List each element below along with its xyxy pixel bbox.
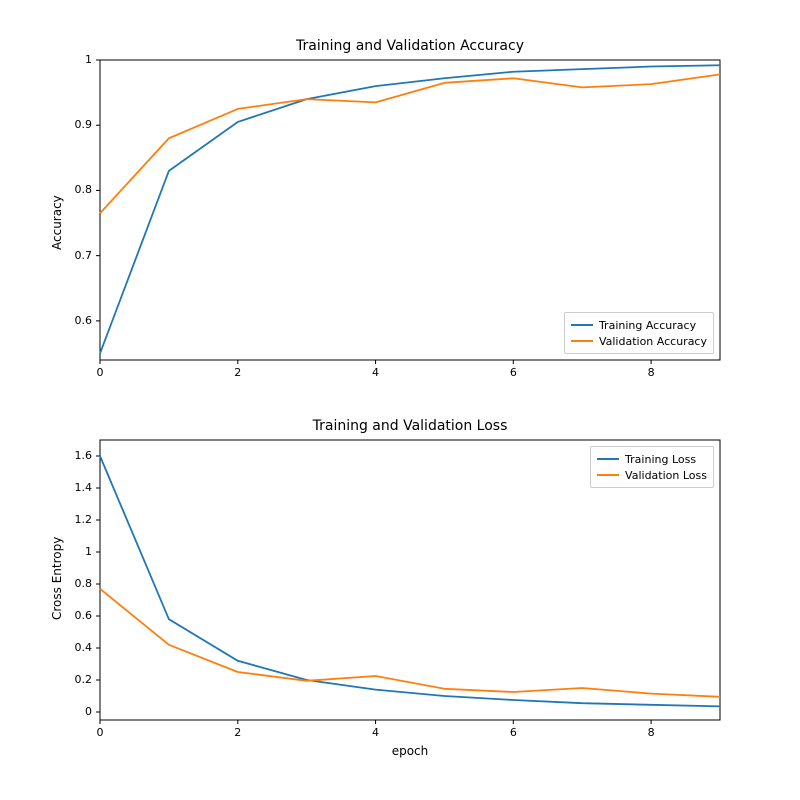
legend-label: Training Accuracy	[599, 319, 696, 332]
legend-swatch	[597, 458, 619, 460]
accuracy-axes: 024680.60.70.80.91Training and Validatio…	[100, 60, 720, 360]
legend-item: Training Accuracy	[571, 317, 707, 333]
ytick-label: 1	[85, 53, 92, 66]
ytick-label: 0.2	[75, 673, 93, 686]
xtick-label: 0	[90, 726, 110, 739]
ytick-label: 1.6	[75, 449, 93, 462]
xtick-label: 8	[641, 366, 661, 379]
loss-legend: Training Loss Validation Loss	[590, 446, 714, 488]
xtick-label: 8	[641, 726, 661, 739]
figure: 0 2 4 6 8 0.6 0.7 0.8 0.9 1 Training and Validatio…	[0, 0, 800, 800]
ytick-label: 0.9	[75, 118, 93, 131]
legend-label: Validation Loss	[625, 469, 707, 482]
loss-axes: 0246800.20.40.60.811.21.41.6Training and…	[100, 440, 720, 720]
ytick-label: 0.4	[75, 641, 93, 654]
legend-item: Training Loss	[597, 451, 707, 467]
xtick-label: 2	[228, 726, 248, 739]
ytick-label: 0.6	[75, 609, 93, 622]
xtick-label: 6	[503, 366, 523, 379]
accuracy-legend: Training Accuracy Validation Accuracy	[564, 312, 714, 354]
ytick-label: 1.2	[75, 513, 93, 526]
ytick-label: 1	[85, 545, 92, 558]
xtick-label: 2	[228, 366, 248, 379]
loss-title: Training and Validation Loss	[100, 418, 720, 434]
legend-swatch	[597, 474, 619, 476]
ytick-label: 0.6	[75, 314, 93, 327]
legend-label: Training Loss	[625, 453, 696, 466]
legend-swatch	[571, 324, 593, 326]
val_loss-line	[100, 589, 720, 697]
ytick-label: 0	[85, 705, 92, 718]
legend-label: Validation Accuracy	[599, 335, 707, 348]
ytick-label: 0.8	[75, 183, 93, 196]
ytick-label: 0.7	[75, 249, 93, 262]
legend-item: Validation Loss	[597, 467, 707, 483]
xtick-label: 4	[366, 726, 386, 739]
accuracy-title: Training and Validation Accuracy	[100, 38, 720, 54]
ytick-label: 0.8	[75, 577, 93, 590]
xtick-label: 6	[503, 726, 523, 739]
loss-xlabel: epoch	[100, 744, 720, 758]
legend-swatch	[571, 340, 593, 342]
loss-ylabel: Cross Entropy	[50, 537, 64, 620]
accuracy-ylabel: Accuracy	[50, 195, 64, 250]
ytick-label: 1.4	[75, 481, 93, 494]
legend-item: Validation Accuracy	[571, 333, 707, 349]
train_acc-line	[100, 65, 720, 353]
val_acc-line	[100, 74, 720, 213]
xtick-label: 0	[90, 366, 110, 379]
train_loss-line	[100, 456, 720, 706]
xtick-label: 4	[366, 366, 386, 379]
